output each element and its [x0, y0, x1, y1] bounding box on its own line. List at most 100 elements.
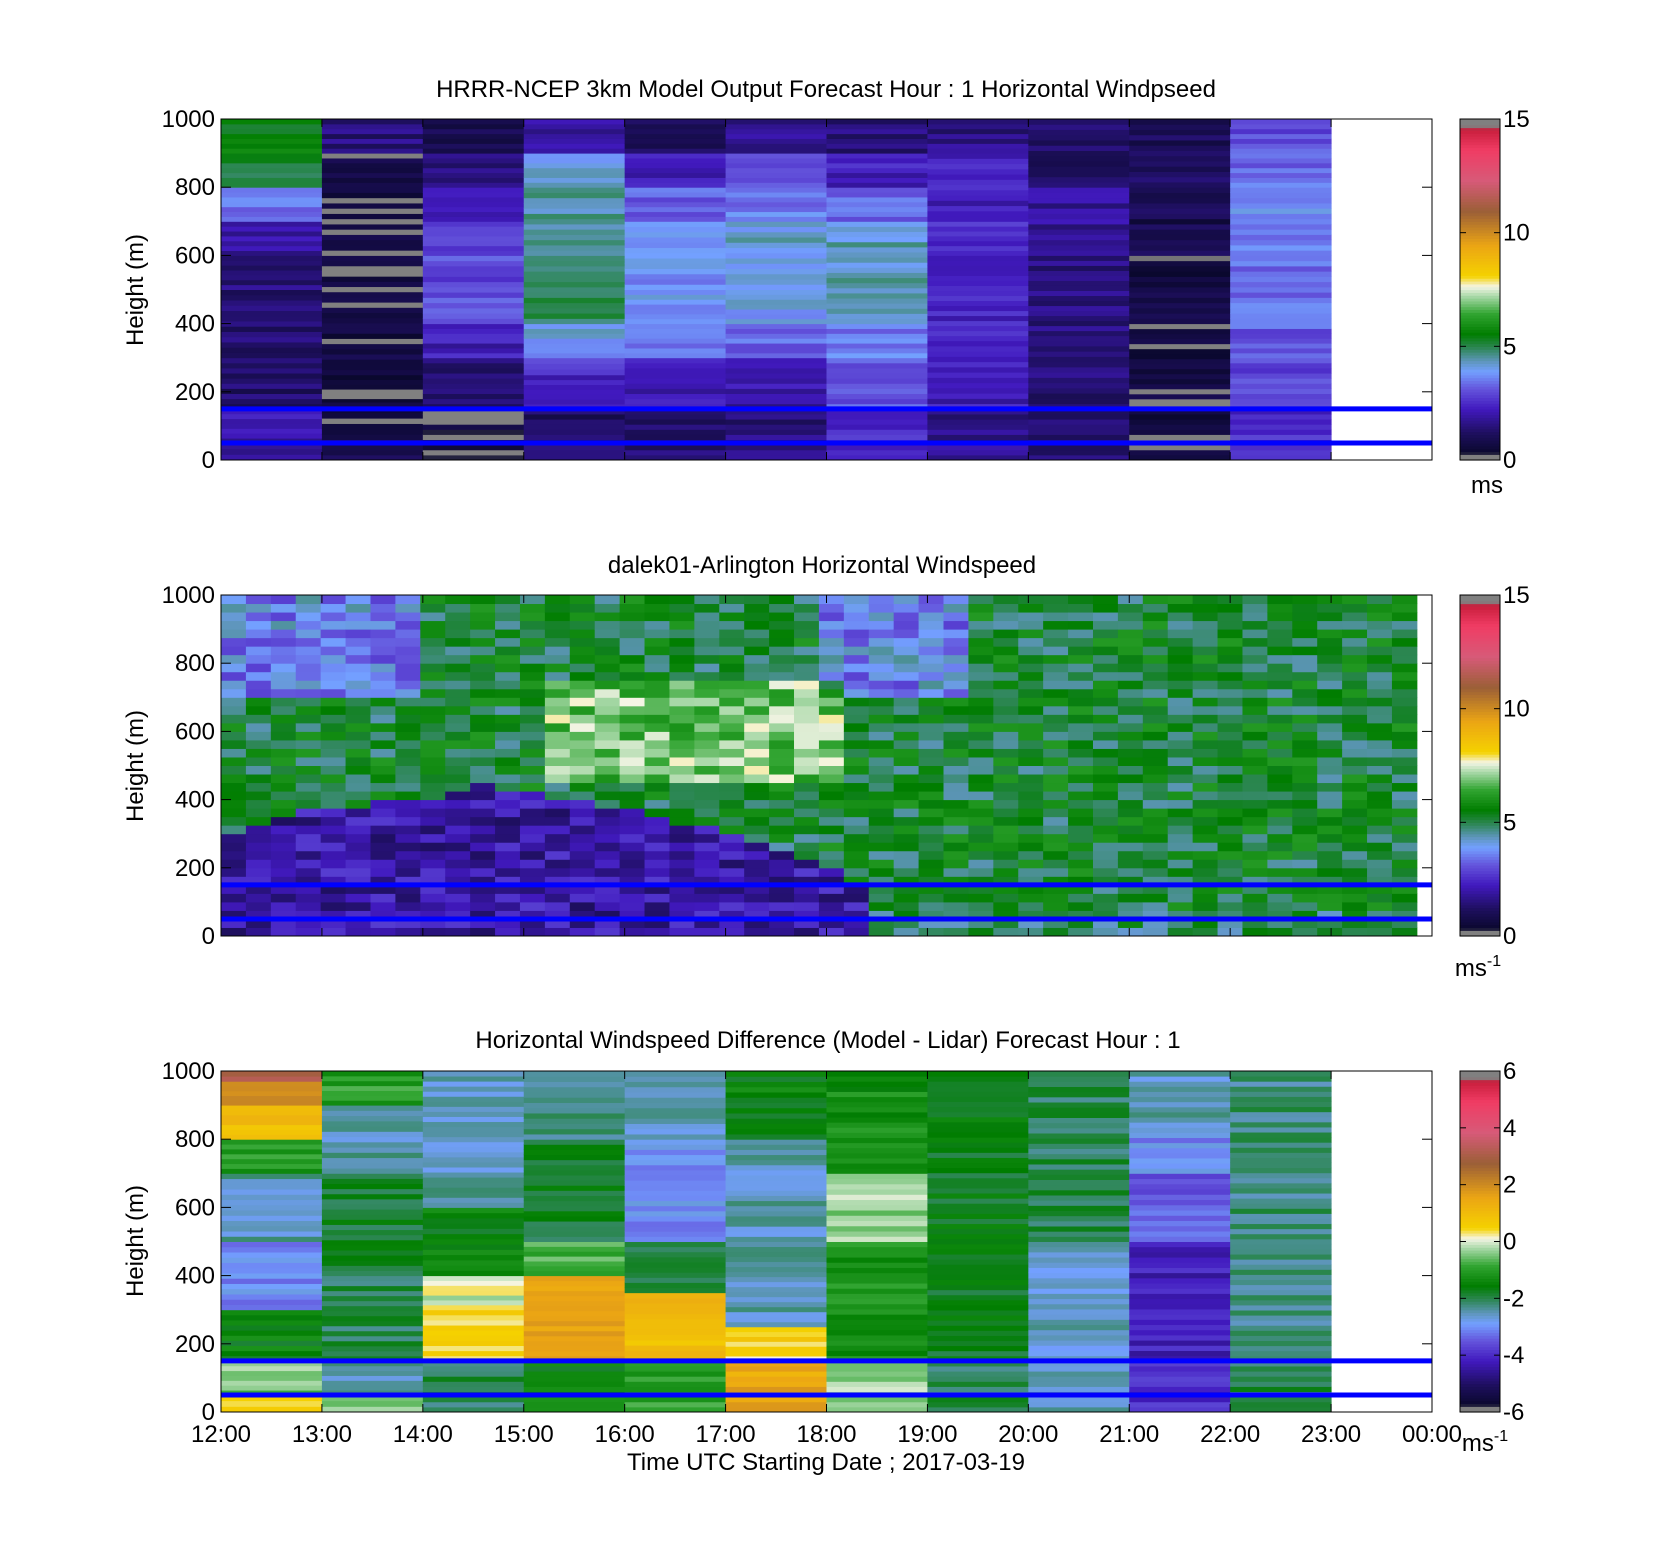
- heatmap-cell: [624, 362, 727, 369]
- heatmap-cell: [420, 654, 446, 664]
- heatmap-cell: [624, 268, 727, 275]
- heatmap-cell: [1129, 229, 1231, 235]
- heatmap-cell: [624, 1267, 727, 1273]
- heatmap-cell: [1192, 791, 1219, 801]
- heatmap-cell: [624, 1133, 727, 1140]
- heatmap-cell: [523, 1226, 626, 1232]
- heatmap-cell: [769, 680, 795, 690]
- heatmap-cell: [725, 1107, 827, 1114]
- colorbar-segment: [1460, 317, 1500, 322]
- heatmap-cell: [1167, 774, 1194, 784]
- heatmap-cell: [594, 697, 621, 707]
- heatmap-cell: [594, 774, 621, 784]
- heatmap-cell: [370, 629, 396, 639]
- heatmap-cell: [470, 927, 496, 936]
- heatmap-cell: [1167, 918, 1194, 928]
- colorbar-segment: [1460, 280, 1500, 285]
- heatmap-cell: [968, 859, 994, 869]
- heatmap-cell: [1367, 825, 1393, 835]
- heatmap-cell: [943, 850, 969, 860]
- heatmap-cell: [624, 367, 727, 374]
- heatmap-cell: [725, 182, 827, 188]
- heatmap-cell: [868, 816, 895, 826]
- heatmap-cell: [1367, 731, 1393, 741]
- heatmap-cell: [523, 292, 626, 298]
- heatmap-cell: [893, 739, 920, 749]
- heatmap-cell: [523, 408, 626, 415]
- heatmap-cell: [1167, 910, 1194, 920]
- heatmap-cell: [1391, 901, 1418, 911]
- heatmap-cell: [719, 825, 745, 835]
- heatmap-cell: [1192, 688, 1219, 698]
- heatmap-cell: [624, 1324, 727, 1330]
- heatmap-cell: [927, 310, 1029, 317]
- heatmap-cell: [769, 859, 795, 869]
- heatmap-cell: [993, 765, 1019, 775]
- heatmap-cell: [943, 901, 969, 911]
- heatmap-cell: [245, 714, 272, 724]
- heatmap-cell: [1292, 603, 1318, 613]
- heatmap-cell: [422, 1335, 525, 1341]
- heatmap-cell: [744, 731, 770, 741]
- heatmap-cell: [221, 454, 323, 460]
- heatmap-cell: [794, 722, 820, 732]
- heatmap-cell: [893, 825, 920, 835]
- heatmap-cell: [794, 850, 820, 860]
- heatmap-cell: [719, 705, 745, 715]
- heatmap-cell: [1267, 603, 1293, 613]
- heatmap-cell: [395, 842, 421, 852]
- heatmap-cell: [826, 1189, 928, 1195]
- heatmap-cell: [1391, 918, 1418, 928]
- colorbar-segment: [1460, 1329, 1500, 1334]
- heatmap-cell: [422, 318, 525, 325]
- heatmap-cell: [1018, 876, 1044, 886]
- heatmap-cell: [321, 223, 424, 230]
- heatmap-cell: [523, 1305, 626, 1312]
- heatmap-cell: [794, 731, 820, 741]
- colorbar-segment: [1460, 813, 1500, 818]
- heatmap-cell: [826, 1137, 928, 1144]
- heatmap-cell: [918, 850, 945, 860]
- heatmap-cell: [422, 454, 525, 460]
- colorbar-segment: [1460, 1301, 1500, 1305]
- heatmap-cell: [221, 1241, 323, 1248]
- heatmap-cell: [1129, 250, 1231, 256]
- heatmap-cell: [569, 816, 596, 826]
- heatmap-cell: [624, 247, 727, 254]
- heatmap-cell: [1267, 663, 1293, 673]
- colorbar-segment: [1460, 286, 1500, 291]
- heatmap-cell: [594, 808, 621, 818]
- heatmap-cell: [1367, 620, 1393, 630]
- heatmap-cell: [1018, 688, 1044, 698]
- heatmap-cell: [1367, 705, 1393, 715]
- heatmap-cell: [1117, 833, 1144, 843]
- heatmap-cell: [519, 637, 546, 647]
- heatmap-cell: [1391, 637, 1418, 647]
- heatmap-cell: [594, 893, 621, 903]
- heatmap-cell: [221, 859, 247, 869]
- heatmap-cell: [725, 449, 827, 456]
- heatmap-cell: [644, 842, 670, 852]
- colorbar-segment: [1460, 349, 1500, 353]
- heatmap-cell: [918, 654, 945, 664]
- heatmap-cell: [1018, 791, 1044, 801]
- heatmap-cell: [519, 646, 546, 656]
- heatmap-cell: [644, 705, 670, 715]
- heatmap-cell: [619, 799, 646, 809]
- heatmap-cell: [1292, 774, 1318, 784]
- colorbar-segment: [1460, 663, 1500, 667]
- heatmap-cell: [1230, 187, 1332, 193]
- heatmap-cell: [893, 850, 920, 860]
- heatmap-cell: [868, 927, 895, 936]
- heatmap-cell: [1043, 927, 1069, 936]
- heatmap-cell: [818, 774, 845, 784]
- heatmap-cell: [927, 1116, 1029, 1123]
- heatmap-cell: [1043, 612, 1069, 622]
- heatmap-cell: [744, 774, 770, 784]
- heatmap-cell: [1230, 119, 1332, 125]
- heatmap-cell: [893, 774, 920, 784]
- heatmap-cell: [1391, 646, 1418, 656]
- heatmap-cell: [445, 646, 471, 656]
- heatmap-cell: [624, 201, 727, 208]
- heatmap-cell: [927, 1228, 1029, 1235]
